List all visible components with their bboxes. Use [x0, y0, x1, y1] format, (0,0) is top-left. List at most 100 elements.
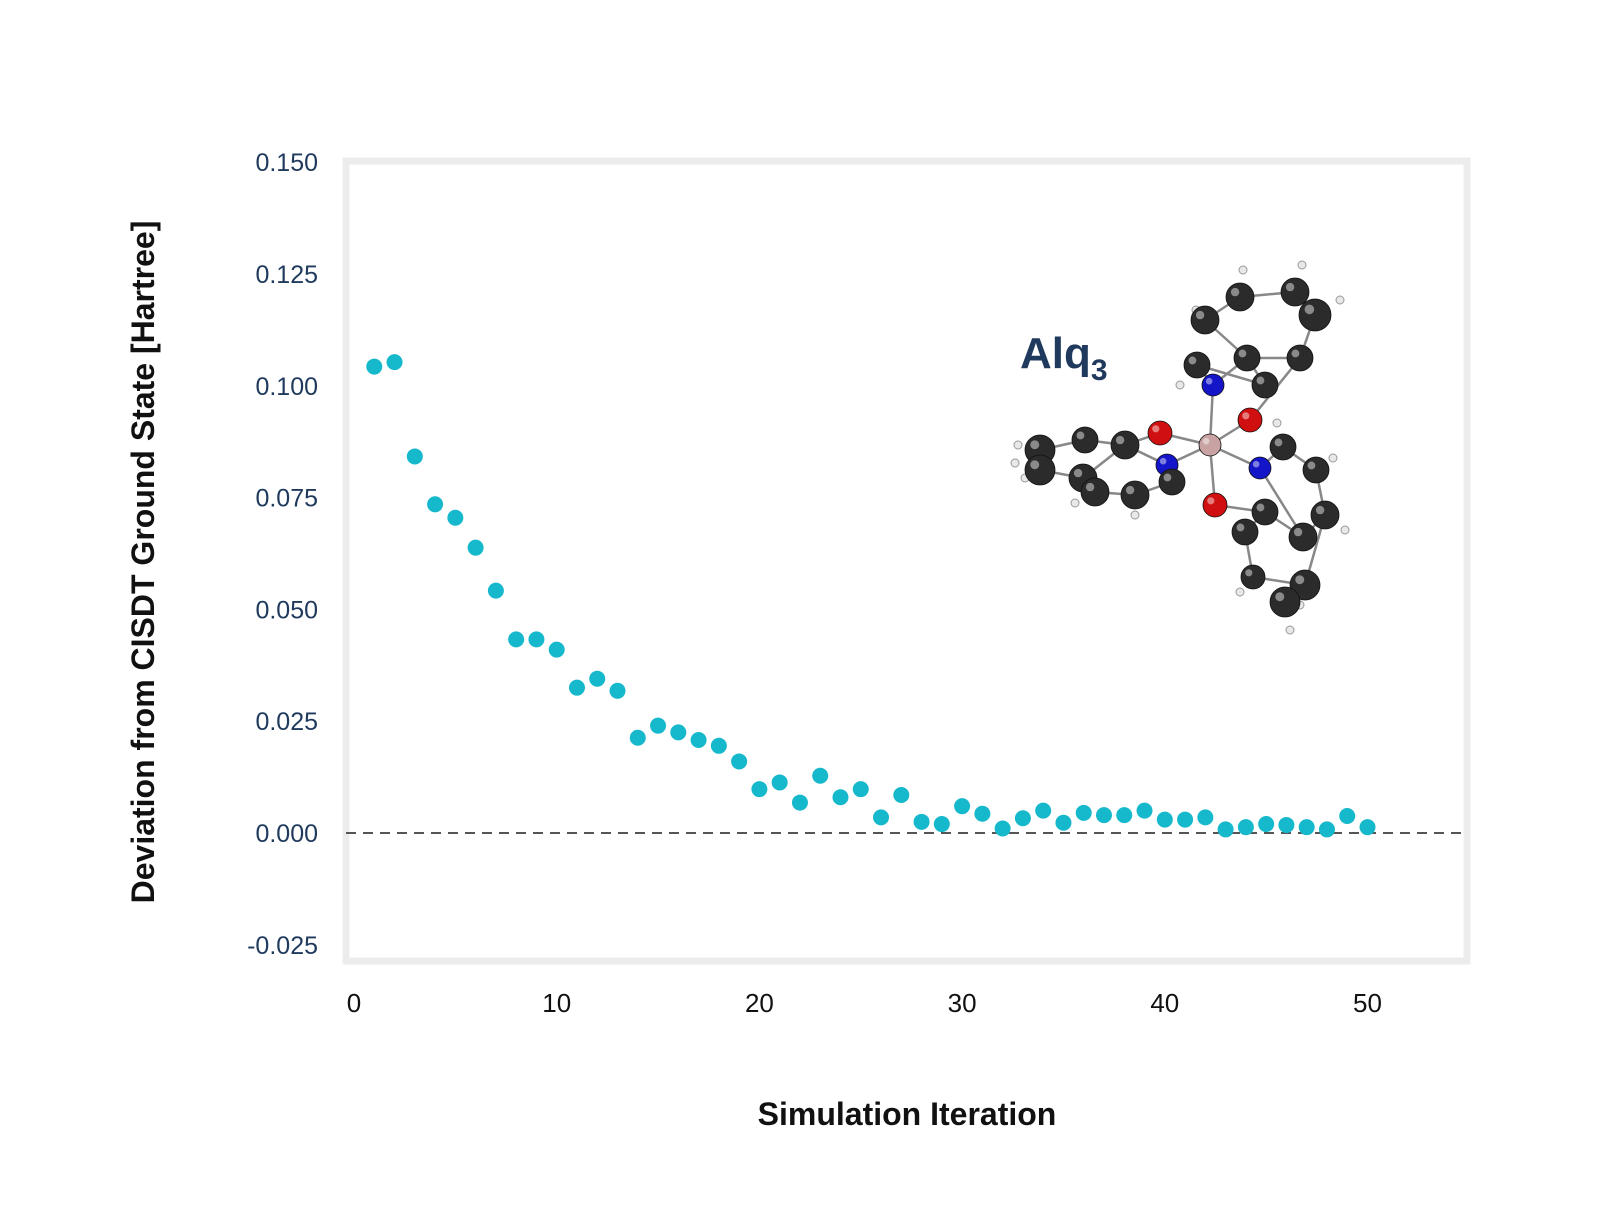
- data-point: [1055, 814, 1072, 831]
- molecule-atom-c: [1225, 282, 1255, 312]
- molecule-atom-h: [1272, 418, 1282, 428]
- data-point: [629, 729, 646, 746]
- data-point: [852, 781, 869, 798]
- molecule-atom-highlight: [1202, 437, 1210, 445]
- y-tick-label: 0.025: [255, 708, 318, 736]
- molecule-atom-highlight: [1230, 287, 1240, 297]
- data-points: [366, 354, 1376, 838]
- data-point: [1237, 819, 1254, 836]
- molecule-atom-c: [1280, 277, 1310, 307]
- molecule-atom-c: [1310, 500, 1340, 530]
- molecule-atom-highlight: [1125, 485, 1135, 495]
- molecule-atom-c: [1288, 522, 1318, 552]
- x-tick-label: 10: [542, 988, 571, 1018]
- molecule-atom-c: [1158, 468, 1186, 496]
- molecule-atom-c: [1302, 456, 1330, 484]
- data-point: [771, 774, 788, 791]
- data-point: [893, 786, 910, 803]
- data-point: [1339, 808, 1356, 825]
- x-axis-title: Simulation Iteration: [758, 1096, 1057, 1132]
- molecule-atom-highlight: [1159, 457, 1167, 465]
- x-tick-label: 50: [1353, 988, 1382, 1018]
- data-point: [670, 724, 687, 741]
- molecule-atom-c: [1251, 371, 1279, 399]
- molecule-atom-highlight: [1307, 461, 1316, 470]
- y-tick-label: -0.025: [247, 932, 318, 960]
- plot-frame: [342, 157, 1471, 965]
- molecule-atom-highlight: [1030, 460, 1040, 470]
- data-point: [1197, 809, 1214, 826]
- data-point: [1014, 810, 1031, 827]
- y-tick-label: 0.150: [255, 149, 318, 177]
- data-point: [1095, 807, 1112, 824]
- data-point: [933, 816, 950, 833]
- data-point: [589, 670, 606, 687]
- data-point: [1258, 816, 1275, 833]
- molecule-atom-highlight: [1245, 569, 1253, 577]
- molecule-atom-highlight: [1256, 376, 1265, 385]
- data-point: [406, 448, 423, 465]
- molecule-atom-c: [1080, 477, 1110, 507]
- molecule-atom-c: [1183, 351, 1211, 379]
- molecule-atom-highlight: [1195, 310, 1205, 320]
- molecule-atom-c: [1071, 426, 1099, 454]
- data-point: [731, 753, 748, 770]
- molecule-atom-c: [1298, 298, 1332, 332]
- molecule-annotation: Alq3: [1020, 329, 1108, 387]
- y-tick-label: 0.100: [255, 373, 318, 401]
- data-point: [710, 737, 727, 754]
- molecule-atom-h: [1328, 453, 1338, 463]
- molecule-atom-highlight: [1238, 349, 1247, 358]
- molecule-atom-c: [1286, 344, 1314, 372]
- molecule-atom-highlight: [1188, 356, 1197, 365]
- molecule-atom-c: [1233, 344, 1261, 372]
- data-point: [447, 509, 464, 526]
- molecule-atom-h: [1335, 295, 1345, 305]
- molecule-atom-h: [1010, 458, 1020, 468]
- molecule-atom-c: [1190, 305, 1220, 335]
- x-tick-label: 20: [745, 988, 774, 1018]
- data-point: [650, 717, 667, 734]
- data-point: [690, 731, 707, 748]
- molecule-atom-c: [1289, 569, 1321, 601]
- data-point: [791, 794, 808, 811]
- data-point: [386, 354, 403, 371]
- molecule-atom-highlight: [1242, 412, 1250, 420]
- y-tick-label: 0.075: [255, 485, 318, 513]
- data-point: [1278, 816, 1295, 833]
- data-point: [1298, 819, 1315, 836]
- data-point: [528, 631, 545, 648]
- molecule-atom-highlight: [1304, 304, 1315, 315]
- molecule-atom-highlight: [1073, 468, 1083, 478]
- data-point: [1359, 819, 1376, 836]
- data-point: [1035, 802, 1052, 819]
- y-axis-ticks: 0.150 0.125 0.100 0.075 0.050 0.025 0.000 -0.02…: [247, 149, 318, 960]
- data-point: [1136, 802, 1153, 819]
- molecule-atom-c: [1231, 518, 1259, 546]
- data-point: [751, 781, 768, 798]
- molecule-atom-h: [1297, 260, 1307, 270]
- molecule-atom-highlight: [1285, 282, 1295, 292]
- molecule-atom-o: [1147, 420, 1173, 446]
- molecule-atom-highlight: [1252, 460, 1260, 468]
- data-point: [1318, 821, 1335, 838]
- x-tick-label: 30: [948, 988, 977, 1018]
- y-tick-label: 0.000: [255, 820, 318, 848]
- data-point: [1156, 811, 1173, 828]
- molecule-atom-highlight: [1295, 575, 1305, 585]
- molecule-atom-o: [1237, 407, 1263, 433]
- molecule-atom-highlight: [1275, 592, 1285, 602]
- molecule-atom-highlight: [1293, 527, 1303, 537]
- y-tick-label: 0.125: [255, 261, 318, 289]
- annotation-text: Alq: [1020, 329, 1091, 378]
- molecule-atom-highlight: [1315, 505, 1325, 515]
- molecule-atom-h: [1175, 380, 1185, 390]
- molecule-atom-c: [1120, 480, 1150, 510]
- y-axis-title: Deviation from CISDT Ground State [Hartr…: [125, 221, 161, 904]
- molecule-atom-highlight: [1291, 349, 1300, 358]
- molecule-atom-c: [1240, 564, 1266, 590]
- molecule-atom-al: [1198, 433, 1222, 457]
- molecule-atom-n: [1248, 456, 1272, 480]
